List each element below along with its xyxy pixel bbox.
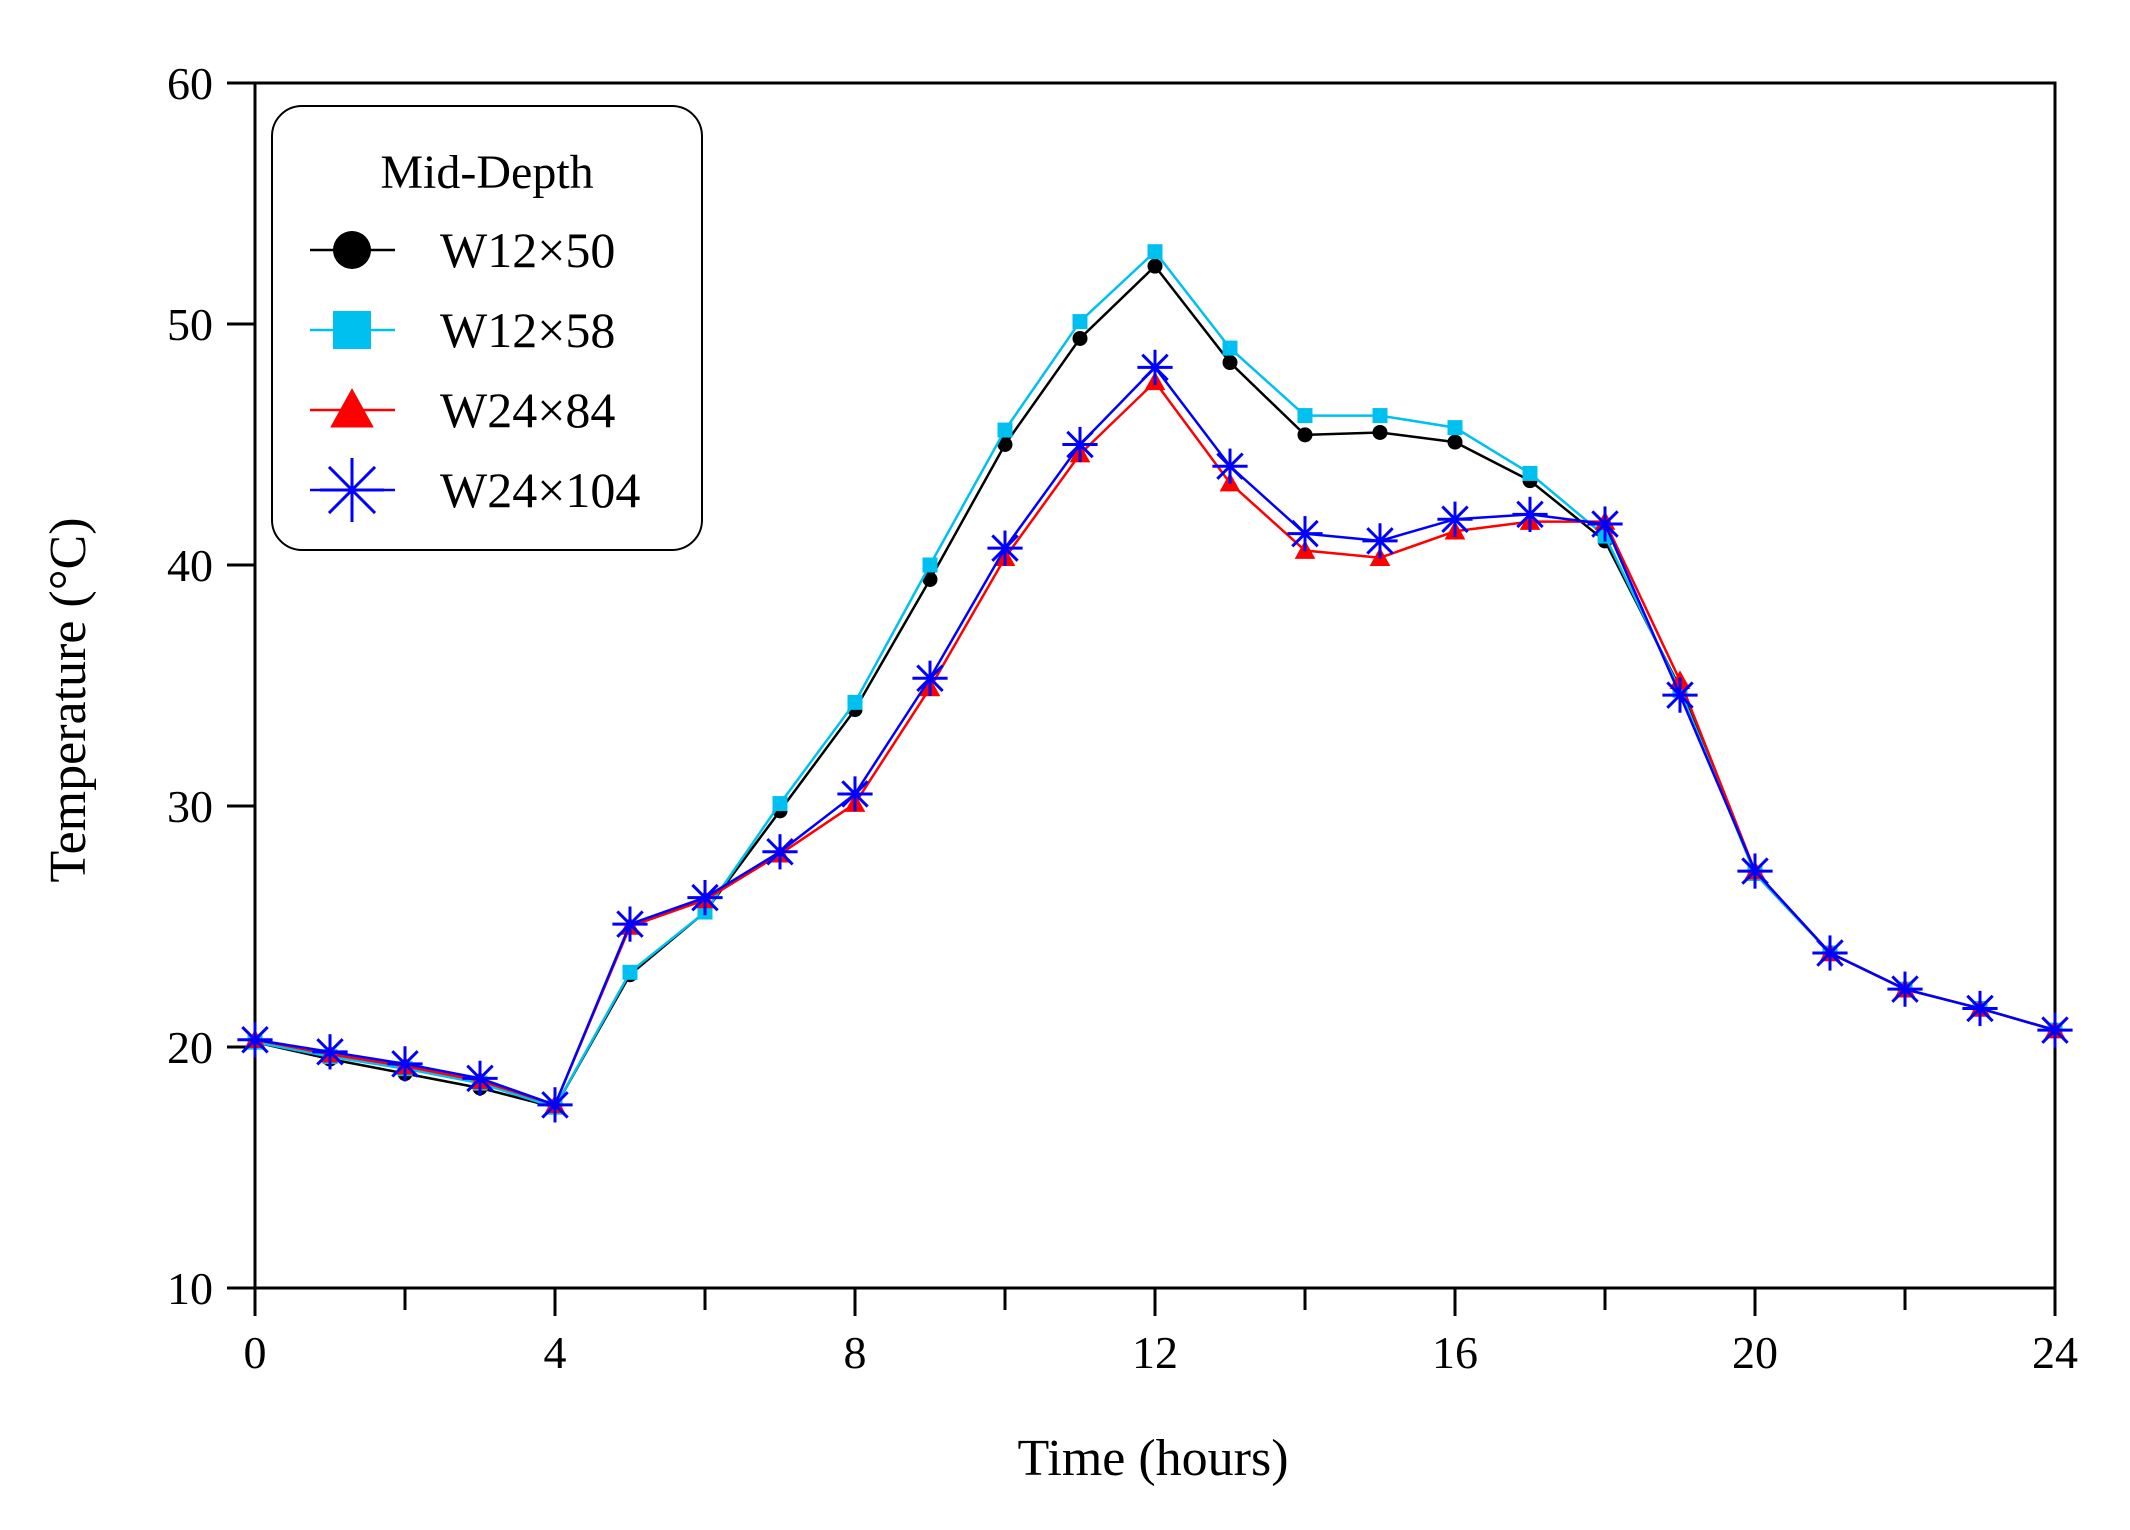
data-point: [1812, 935, 1848, 971]
x-tick-label: 12: [1132, 1327, 1178, 1378]
data-point: [387, 1046, 423, 1082]
legend-item: W24×84: [310, 382, 615, 438]
x-tick-label: 8: [844, 1327, 867, 1378]
data-point: [1447, 420, 1463, 436]
data-point: [1222, 340, 1238, 356]
data-point: [837, 776, 873, 812]
data-point: [1662, 677, 1698, 713]
data-point: [330, 388, 374, 428]
data-point: [922, 557, 938, 573]
data-point: [537, 1087, 573, 1123]
data-point: [1587, 506, 1623, 542]
series-layer: [237, 244, 2073, 1123]
data-point: [1297, 427, 1313, 443]
data-point: [987, 530, 1023, 566]
data-point: [1362, 523, 1398, 559]
series-4: [237, 349, 2073, 1123]
data-point: [1447, 434, 1463, 450]
x-tick-label: 24: [2032, 1327, 2078, 1378]
y-tick-label: 50: [167, 299, 213, 350]
data-point: [1962, 990, 1998, 1027]
data-point: [612, 906, 648, 942]
data-point: [462, 1060, 498, 1096]
data-point: [772, 796, 788, 812]
data-point: [912, 660, 948, 696]
data-point: [922, 571, 938, 587]
data-point: [1512, 496, 1548, 532]
legend-item: W24×104: [310, 458, 640, 522]
y-tick-label: 60: [167, 58, 213, 109]
legend-label: W24×84: [440, 382, 615, 438]
y-axis-title: Temperature (°C): [40, 517, 97, 882]
data-point: [1062, 426, 1098, 463]
data-point: [622, 964, 638, 980]
x-axis-title: Time (hours): [1017, 1430, 1288, 1487]
data-point: [1287, 516, 1323, 552]
data-point: [237, 1022, 273, 1058]
data-point: [1737, 853, 1773, 889]
legend-label: W12×50: [440, 222, 615, 278]
legend: Mid-Depth W12×50 W12×58 W24×84 W24×104: [271, 105, 703, 551]
data-point: [320, 458, 384, 522]
x-tick-label: 20: [1732, 1327, 1778, 1378]
data-point: [333, 231, 371, 269]
data-point: [1887, 971, 1923, 1007]
x-tick-label: 16: [1432, 1327, 1478, 1378]
data-point: [847, 694, 863, 710]
y-tick-label: 40: [167, 540, 213, 591]
data-point: [1147, 244, 1163, 260]
data-point: [1147, 258, 1163, 274]
data-point: [1437, 501, 1473, 537]
legend-title: Mid-Depth: [380, 146, 593, 199]
legend-item: W12×50: [310, 222, 615, 278]
data-point: [1072, 330, 1088, 346]
y-tick-label: 30: [167, 781, 213, 832]
x-tick-label: 4: [544, 1327, 567, 1378]
y-tick-label: 10: [167, 1263, 213, 1314]
y-tick-label: 20: [167, 1022, 213, 1073]
data-point: [997, 422, 1013, 438]
data-point: [997, 437, 1013, 452]
data-point: [1297, 408, 1313, 424]
x-tick-label: 0: [244, 1327, 267, 1378]
data-point: [2037, 1012, 2073, 1048]
data-point: [1372, 424, 1388, 440]
data-point: [312, 1034, 348, 1070]
data-point: [1522, 465, 1538, 481]
axes: 0 4 8 12 16 20 24 10 20 30 40 50 60: [167, 58, 2078, 1378]
data-point: [687, 879, 723, 916]
data-point: [333, 311, 371, 349]
legend-box: [271, 105, 703, 551]
data-point: [1212, 448, 1248, 484]
data-point: [1072, 314, 1088, 330]
data-point: [1222, 355, 1238, 371]
legend-label: W24×104: [440, 462, 640, 518]
data-point: [1137, 349, 1173, 385]
data-point: [762, 834, 798, 870]
legend-item: W12×58: [310, 302, 615, 358]
legend-label: W12×58: [440, 302, 615, 358]
data-point: [1372, 408, 1388, 424]
